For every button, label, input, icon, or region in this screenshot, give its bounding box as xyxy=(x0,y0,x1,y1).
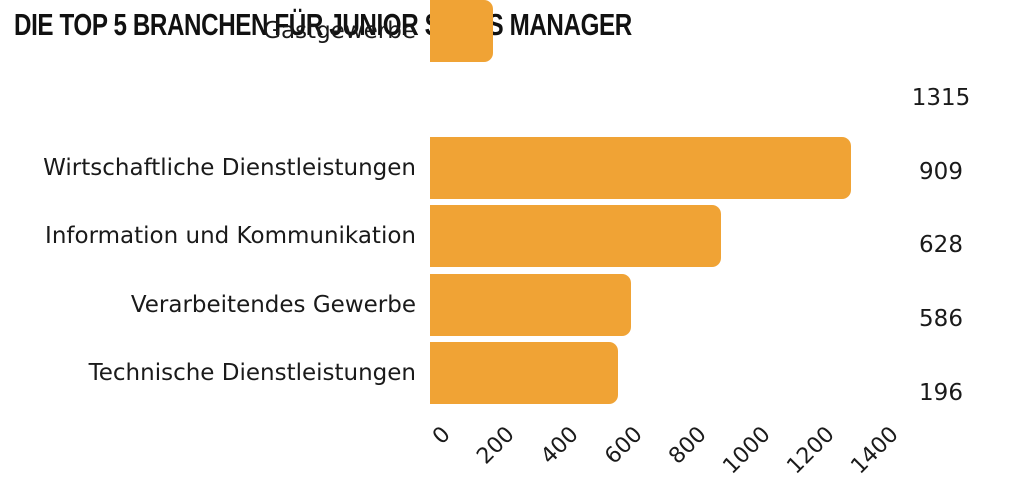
category-label: Verarbeitendes Gewerbe xyxy=(130,291,416,318)
value-label: 628 xyxy=(919,232,963,259)
chart-row: Information und Kommunikation xyxy=(0,205,1014,267)
chart-row: Gastgewerbe xyxy=(0,0,1014,62)
value-labels-column: 1315 909 628 586 196 xyxy=(891,61,991,429)
category-label: Gastgewerbe xyxy=(263,18,416,44)
value-label: 196 xyxy=(919,379,963,406)
chart-row: Verarbeitendes Gewerbe xyxy=(0,273,1014,336)
bar xyxy=(430,136,851,199)
x-tick-label: 0 xyxy=(428,422,456,450)
bar-track xyxy=(430,273,878,336)
bar-track xyxy=(430,342,878,404)
bar xyxy=(430,273,631,336)
bar xyxy=(430,205,721,267)
category-label: Information und Kommunikation xyxy=(45,223,416,249)
x-tick-label: 1400 xyxy=(846,422,904,480)
chart-row: Wirtschaftliche Dienstleistungen xyxy=(0,136,1014,199)
x-tick-label: 1000 xyxy=(718,422,776,480)
x-tick-label: 800 xyxy=(664,422,712,470)
x-tick-label: 400 xyxy=(536,422,584,470)
category-label: Technische Dienstleistungen xyxy=(88,360,416,386)
value-label: 909 xyxy=(919,158,963,185)
x-tick-label: 1200 xyxy=(782,422,840,480)
x-tick-label: 600 xyxy=(600,422,648,470)
x-axis: 0 200 400 600 800 1000 1200 1400 xyxy=(428,422,904,489)
bar xyxy=(430,0,493,62)
chart-title: DIE TOP 5 BRANCHEN FÜR JUNIOR SALES MANA… xyxy=(14,7,632,42)
x-tick-label: 200 xyxy=(472,422,520,470)
bar-track xyxy=(430,136,878,199)
bar xyxy=(430,342,618,404)
bar-track xyxy=(430,205,878,267)
category-label: Wirtschaftliche Dienstleistungen xyxy=(43,154,416,181)
bar-track xyxy=(430,0,878,62)
value-label: 1315 xyxy=(911,84,971,111)
value-label: 586 xyxy=(919,305,963,332)
chart-row: Technische Dienstleistungen xyxy=(0,342,1014,404)
